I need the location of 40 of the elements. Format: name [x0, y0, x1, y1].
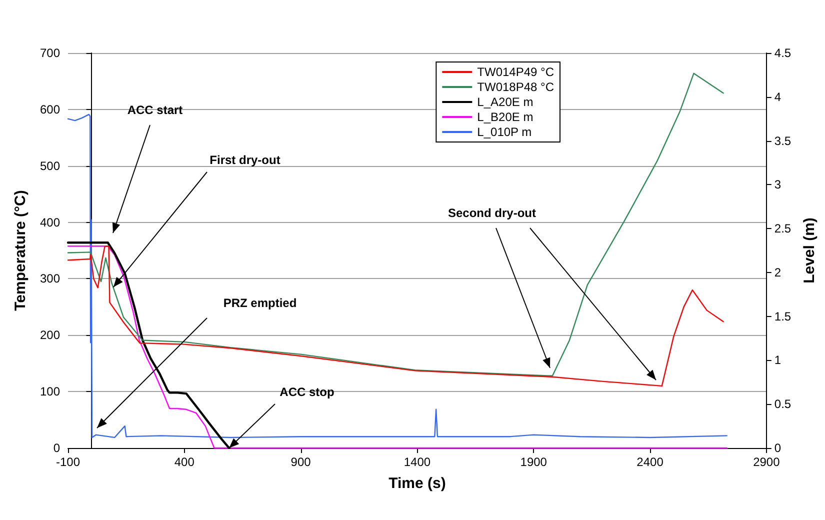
annotation: ACC start: [127, 103, 183, 117]
annotation: ACC stop: [280, 385, 334, 399]
y-axis-title: Temperature (°C): [12, 190, 29, 311]
y2-tick-label: 4.5: [774, 46, 792, 60]
y2-tick-label: 1.5: [774, 309, 792, 324]
x-tick-label: -100: [56, 455, 80, 469]
x-tick-label: 1900: [520, 455, 548, 469]
annotation: First dry-out: [210, 153, 280, 167]
x-tick-label: 2400: [636, 455, 664, 469]
legend-label: TW018P48 °C: [477, 80, 554, 94]
y-tick-label: 600: [40, 102, 60, 116]
y2-tick-label: 3: [774, 178, 782, 192]
y-tick-label: 100: [40, 384, 60, 399]
legend-label: TW014P49 °C: [477, 65, 554, 79]
y-tick-label: 500: [40, 158, 60, 173]
y2-tick-label: 3.5: [774, 134, 792, 148]
x-tick-label: 1400: [404, 455, 431, 469]
y-tick-label: 200: [40, 328, 60, 342]
annotation: PRZ emptied: [223, 296, 297, 310]
y-tick-label: 400: [40, 215, 60, 230]
x-tick-label: 900: [290, 455, 312, 469]
y2-tick-label: 2.5: [774, 222, 792, 236]
y2-tick-label: 4: [774, 90, 782, 104]
line-series: [67, 246, 728, 449]
y2-tick-label: 2: [774, 265, 782, 280]
legend-label: L_A20E m: [477, 95, 534, 109]
y2-tick-label: 0.5: [774, 397, 792, 412]
legend-label: L_B20E m: [477, 110, 534, 124]
y-tick-label: 700: [40, 46, 60, 60]
y-tick-label: 0: [53, 441, 60, 455]
y2-tick-label: 1: [774, 353, 782, 368]
annotation: Second dry-out: [448, 206, 536, 220]
y2-axis-title: Level (m): [801, 218, 818, 284]
x-tick-label: 400: [174, 455, 195, 469]
legend-label: L_010P m: [477, 125, 532, 139]
y-tick-label: 300: [40, 272, 60, 286]
line-series: [67, 245, 724, 387]
y2-tick-label: 0: [774, 441, 782, 455]
x-axis-title: Time (s): [388, 475, 446, 492]
x-tick-label: 2900: [753, 455, 780, 469]
